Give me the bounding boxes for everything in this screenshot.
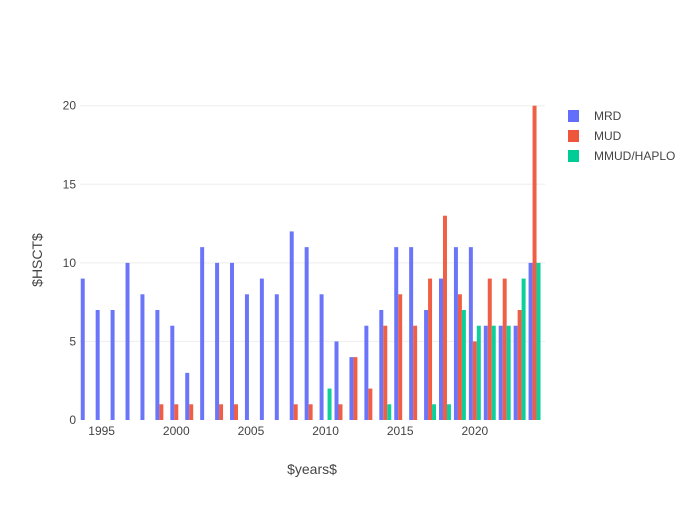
x-tick-label: 2005 — [238, 424, 265, 438]
legend-swatch — [568, 110, 579, 122]
y-tick-label: 20 — [63, 99, 77, 113]
bar-mrd-1999[interactable] — [155, 310, 160, 420]
bar-mud-1999[interactable] — [159, 404, 164, 420]
bar-mrd-2002[interactable] — [200, 247, 205, 420]
bar-mrd-2012[interactable] — [349, 357, 354, 420]
y-tick-label: 15 — [63, 177, 77, 191]
legend-label: MUD — [594, 129, 622, 143]
bar-mud-2021[interactable] — [487, 278, 492, 420]
bar-mrd-2015[interactable] — [394, 247, 399, 420]
x-tick-labels: 1995 2000 2005 2010 2015 2020 — [88, 424, 488, 438]
legend[interactable]: MRD MUD MMUD/HAPLO — [568, 109, 675, 163]
bar-mrd-2018[interactable] — [439, 278, 443, 420]
x-tick-label: 2015 — [387, 424, 414, 438]
bar-mrd-1995[interactable] — [95, 310, 100, 420]
y-tick-label: 10 — [63, 256, 77, 270]
legend-swatch — [568, 150, 579, 162]
bar-mrd-2017[interactable] — [424, 310, 429, 420]
bar-mud-2017[interactable] — [428, 278, 433, 420]
bar-mrd-2005[interactable] — [244, 294, 249, 420]
bar-mmud-haplo-2017[interactable] — [432, 404, 437, 420]
bar-mrd-1996[interactable] — [110, 310, 115, 420]
bar-mud-2013[interactable] — [368, 388, 373, 420]
bar-mmud-haplo-2019[interactable] — [461, 310, 466, 420]
bar-mrd-2001[interactable] — [185, 372, 190, 420]
bar-mud-2019[interactable] — [457, 294, 462, 420]
x-tick-label: 1995 — [88, 424, 115, 438]
gridlines — [80, 105, 545, 342]
bar-mmud-haplo-2014[interactable] — [387, 404, 392, 420]
legend-swatch — [568, 130, 579, 142]
bar-mrd-2020[interactable] — [468, 247, 473, 420]
bar-mud-2011[interactable] — [338, 404, 343, 420]
bar-mrd-1997[interactable] — [125, 262, 130, 420]
bars — [80, 105, 541, 420]
bar-mrd-2003[interactable] — [215, 262, 220, 420]
bar-mrd-2011[interactable] — [334, 341, 339, 420]
x-tick-label: 2020 — [461, 424, 488, 438]
bar-mud-2004[interactable] — [234, 404, 238, 420]
bar-mrd-2006[interactable] — [259, 278, 264, 420]
bar-mud-2015[interactable] — [398, 294, 403, 420]
bar-mrd-1998[interactable] — [140, 294, 145, 420]
bar-mud-2003[interactable] — [219, 404, 224, 420]
bar-mrd-2007[interactable] — [274, 294, 279, 420]
bar-mrd-2022[interactable] — [498, 325, 503, 420]
bar-mud-2001[interactable] — [189, 404, 194, 420]
bar-mrd-2019[interactable] — [453, 247, 458, 420]
y-tick-label: 0 — [69, 413, 76, 427]
bar-mrd-2021[interactable] — [483, 325, 488, 420]
bar-mud-2000[interactable] — [174, 404, 179, 420]
bar-mud-2016[interactable] — [413, 325, 418, 420]
bar-mud-2014[interactable] — [383, 325, 388, 420]
bar-mud-2020[interactable] — [472, 341, 477, 420]
legend-label: MRD — [594, 109, 622, 123]
y-tick-label: 5 — [69, 334, 76, 348]
bar-mrd-2008[interactable] — [289, 231, 294, 420]
bar-mud-2008[interactable] — [293, 404, 298, 420]
legend-item[interactable]: MRD — [568, 109, 622, 123]
x-tick-label: 2010 — [312, 424, 339, 438]
bar-mud-2023[interactable] — [517, 310, 522, 420]
bar-mrd-2014[interactable] — [379, 310, 384, 420]
bar-mrd-2023[interactable] — [513, 325, 518, 420]
bar-mud-2018[interactable] — [442, 215, 447, 420]
bar-mmud-haplo-2022[interactable] — [506, 325, 511, 420]
legend-item[interactable]: MUD — [568, 129, 622, 143]
y-axis-title: $HSCT$ — [29, 233, 45, 287]
bar-mrd-2010[interactable] — [319, 294, 324, 420]
bar-mrd-2016[interactable] — [409, 247, 414, 420]
bar-mrd-2013[interactable] — [364, 325, 369, 420]
bar-mmud-haplo-2024[interactable] — [536, 262, 541, 420]
bar-mmud-haplo-2023[interactable] — [521, 278, 526, 420]
bar-mmud-haplo-2020[interactable] — [476, 325, 481, 420]
bar-mud-2024[interactable] — [532, 105, 537, 420]
bar-mmud-haplo-2018[interactable] — [446, 404, 451, 420]
bar-mrd-2024[interactable] — [528, 262, 533, 420]
bar-mud-2009[interactable] — [308, 404, 313, 420]
bar-mrd-2000[interactable] — [170, 325, 175, 420]
bar-mrd-2004[interactable] — [230, 262, 235, 420]
bar-mrd-1994[interactable] — [80, 278, 85, 420]
legend-item[interactable]: MMUD/HAPLO — [568, 149, 675, 163]
bar-mrd-2009[interactable] — [304, 247, 309, 420]
legend-label: MMUD/HAPLO — [594, 149, 675, 163]
x-tick-label: 2000 — [163, 424, 190, 438]
bar-mmud-haplo-2021[interactable] — [491, 325, 496, 420]
bar-mud-2012[interactable] — [353, 357, 358, 420]
y-tick-labels: 0 5 10 15 20 — [63, 99, 77, 427]
x-axis-title: $years$ — [287, 461, 337, 477]
bar-mud-2022[interactable] — [502, 278, 507, 420]
bar-mmud-haplo-2010[interactable] — [327, 388, 332, 420]
